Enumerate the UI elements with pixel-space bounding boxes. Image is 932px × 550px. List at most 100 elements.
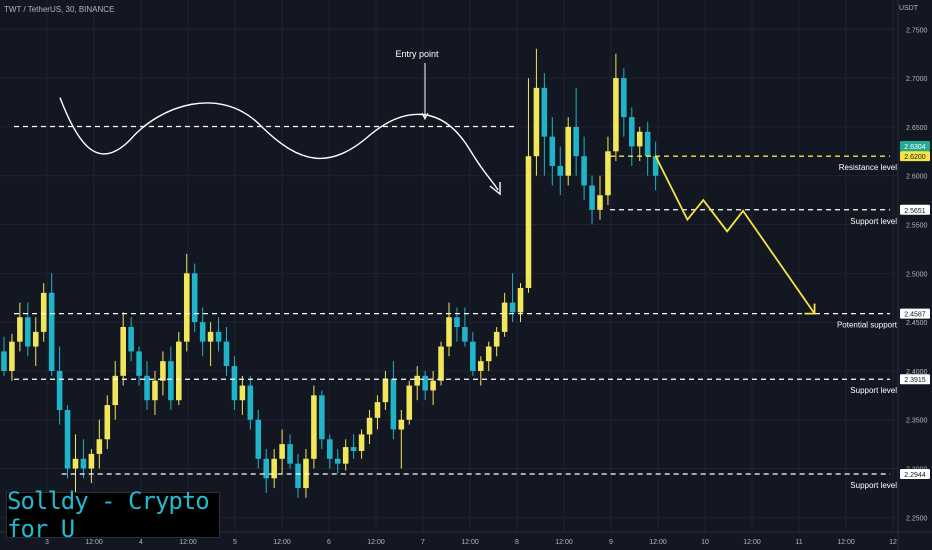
x-tick-label: 6 bbox=[327, 539, 331, 546]
candle-body bbox=[96, 439, 103, 454]
candle-body bbox=[589, 185, 595, 210]
candle-body bbox=[152, 380, 158, 401]
candle-body bbox=[454, 317, 460, 328]
candle-body bbox=[636, 131, 643, 147]
x-tick-label: 9 bbox=[609, 539, 613, 546]
wave-arrowhead bbox=[489, 182, 501, 196]
price-unit: USDT bbox=[898, 5, 918, 12]
candle-body bbox=[176, 341, 182, 401]
candle-body bbox=[430, 380, 436, 391]
x-tick-label: 12:00 bbox=[85, 539, 103, 546]
projection-arrowhead bbox=[804, 303, 816, 315]
x-tick-label: 8 bbox=[515, 539, 519, 546]
candle-body bbox=[112, 375, 119, 406]
candle-body bbox=[644, 131, 651, 157]
candle-body bbox=[271, 458, 277, 479]
candle-body bbox=[525, 156, 532, 288]
price-marker bbox=[900, 469, 930, 480]
candle-body bbox=[374, 402, 381, 418]
candle-body bbox=[80, 458, 87, 469]
candle-body bbox=[56, 370, 63, 410]
level-label: Support level bbox=[850, 481, 897, 490]
candle-body bbox=[501, 302, 508, 332]
y-tick-label: 2.5500 bbox=[906, 223, 928, 230]
candle-body bbox=[605, 151, 611, 196]
candle-body bbox=[255, 419, 262, 459]
x-tick-label: 12:00 bbox=[743, 539, 761, 546]
candle-body bbox=[48, 292, 55, 371]
candle-body bbox=[104, 405, 111, 440]
level-label: Support level bbox=[850, 386, 897, 395]
candle-body bbox=[25, 317, 31, 347]
entry-point-arrowhead bbox=[421, 112, 429, 121]
candle-body bbox=[263, 458, 270, 479]
price-marker-label: 2.3915 bbox=[904, 377, 926, 384]
candle-body bbox=[136, 351, 142, 376]
candle-body bbox=[517, 287, 524, 313]
candle-body bbox=[350, 447, 357, 451]
chart-header: TWT / TetherUS, 30, BINANCE bbox=[4, 5, 115, 14]
candle-body bbox=[557, 165, 564, 176]
y-tick-label: 2.4000 bbox=[906, 369, 928, 376]
candle-body bbox=[406, 385, 413, 420]
candle-body bbox=[613, 78, 619, 152]
candle-body bbox=[621, 78, 627, 118]
candle-body bbox=[565, 126, 571, 176]
candle-body bbox=[485, 346, 492, 362]
candle-body bbox=[199, 322, 206, 342]
candle-body bbox=[342, 447, 349, 464]
candle-body bbox=[438, 346, 444, 381]
candle-body bbox=[366, 417, 373, 435]
candle-body bbox=[581, 156, 587, 186]
candle-body bbox=[64, 409, 71, 469]
price-marker-label: 2.2944 bbox=[904, 472, 926, 479]
y-tick-label: 2.6500 bbox=[906, 125, 928, 132]
candle-body bbox=[223, 341, 230, 367]
candle-body bbox=[478, 361, 484, 371]
level-label: Support level bbox=[850, 217, 897, 226]
candle-body bbox=[311, 395, 317, 459]
price-marker-label: 2.6200 bbox=[904, 154, 926, 161]
level-label: Resistance level bbox=[839, 163, 897, 172]
candle-body bbox=[398, 419, 405, 430]
candle-body bbox=[1, 351, 7, 371]
candle-body bbox=[144, 375, 150, 401]
candle-body bbox=[334, 458, 341, 464]
candle-body bbox=[628, 117, 635, 147]
y-tick-label: 2.4500 bbox=[906, 320, 928, 327]
candle-body bbox=[470, 341, 476, 371]
candle-body bbox=[191, 273, 198, 323]
price-marker bbox=[900, 374, 930, 385]
candle-body bbox=[207, 331, 214, 342]
price-marker bbox=[900, 151, 930, 162]
candle-body bbox=[462, 327, 468, 342]
x-tick-label: 5 bbox=[233, 539, 237, 546]
price-marker bbox=[900, 141, 930, 152]
x-tick-label: 3 bbox=[45, 539, 49, 546]
y-tick-label: 2.2500 bbox=[906, 515, 928, 522]
x-tick-label: 12:00 bbox=[461, 539, 479, 546]
price-marker bbox=[900, 308, 930, 319]
candle-body bbox=[120, 327, 126, 376]
candle-body bbox=[533, 87, 540, 157]
entry-point-label: Entry point bbox=[395, 49, 439, 59]
candle-body bbox=[72, 458, 79, 469]
watermark-logo: Solldy - Crypto for U bbox=[6, 487, 220, 543]
x-tick-label: 12 bbox=[889, 539, 897, 546]
candle-body bbox=[247, 385, 254, 420]
candle-body bbox=[287, 444, 293, 464]
x-tick-label: 12:00 bbox=[273, 539, 291, 546]
x-tick-label: 12:00 bbox=[555, 539, 573, 546]
candle-body bbox=[239, 385, 246, 401]
candle-body bbox=[422, 375, 428, 391]
candle-body bbox=[541, 87, 548, 137]
candle-body bbox=[327, 439, 333, 459]
x-tick-label: 12:00 bbox=[837, 539, 855, 546]
y-tick-label: 2.5000 bbox=[906, 271, 928, 278]
x-tick-label: 10 bbox=[701, 539, 709, 546]
y-tick-label: 2.7000 bbox=[906, 76, 928, 83]
x-tick-label: 12:00 bbox=[367, 539, 385, 546]
x-tick-label: 7 bbox=[421, 539, 425, 546]
